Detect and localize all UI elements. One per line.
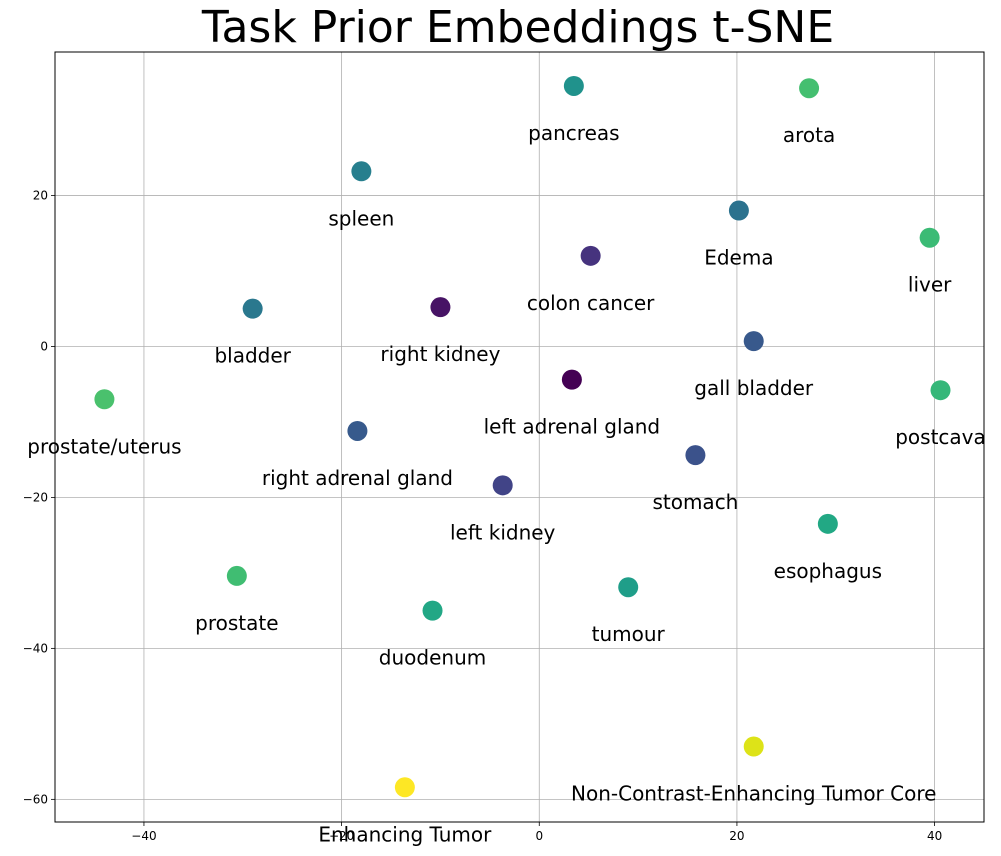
point-label: arota <box>783 123 835 147</box>
point-labels: pancreas arota spleen Edema liver colon cance… <box>27 121 986 846</box>
axes-frame <box>54 51 985 823</box>
point-label: spleen <box>328 206 394 230</box>
x-tick-label: −20 <box>329 829 354 843</box>
point-label: liver <box>908 273 952 297</box>
data-point <box>422 600 443 621</box>
data-point <box>580 245 601 266</box>
point-label: Enhancing Tumor <box>318 822 492 846</box>
grid-lines <box>55 52 984 822</box>
data-points <box>94 75 951 798</box>
point-label: stomach <box>652 490 738 514</box>
data-point <box>492 475 513 496</box>
axis-ticks: −40 −20 0 20 40 −60 −40 −20 0 20 <box>23 188 943 843</box>
point-label: right adrenal gland <box>262 466 453 490</box>
x-tick-label: 20 <box>729 829 744 843</box>
x-tick-label: 0 <box>535 829 543 843</box>
y-tick-label: 20 <box>33 188 48 202</box>
y-tick-label: −60 <box>23 792 48 806</box>
data-point <box>430 297 451 318</box>
point-label: tumour <box>592 622 666 646</box>
data-point <box>728 200 749 221</box>
point-label: pancreas <box>528 121 619 145</box>
point-label: left kidney <box>450 520 556 544</box>
data-point <box>351 161 372 182</box>
x-tick-label: 40 <box>927 829 942 843</box>
chart-title: Task Prior Embeddings t-SNE <box>201 2 835 53</box>
data-point <box>94 389 115 410</box>
point-label: right kidney <box>380 342 500 366</box>
data-point <box>226 565 247 586</box>
point-label: colon cancer <box>527 291 655 315</box>
data-point <box>930 380 951 401</box>
point-label: left adrenal gland <box>484 415 661 439</box>
point-label: prostate/uterus <box>27 434 181 458</box>
point-label: Non-Contrast-Enhancing Tumor Core <box>571 782 936 806</box>
x-tick-label: −40 <box>131 829 156 843</box>
data-point <box>563 75 584 96</box>
data-point <box>919 227 940 248</box>
data-point <box>561 369 582 390</box>
data-point <box>347 420 368 441</box>
y-tick-label: −20 <box>23 490 48 504</box>
data-point <box>743 331 764 352</box>
point-label: Edema <box>704 246 773 270</box>
point-label: duodenum <box>379 646 486 670</box>
data-point <box>394 777 415 798</box>
data-point <box>799 78 820 99</box>
data-point <box>242 298 263 319</box>
point-label: esophagus <box>774 559 882 583</box>
point-label: gall bladder <box>694 376 814 400</box>
y-tick-label: −40 <box>23 641 48 655</box>
y-tick-label: 0 <box>40 339 48 353</box>
data-point <box>743 736 764 757</box>
data-point <box>685 445 706 466</box>
data-point <box>618 577 639 598</box>
point-label: bladder <box>214 344 291 368</box>
point-label: prostate <box>195 611 278 635</box>
data-point <box>817 513 838 534</box>
point-label: postcava <box>895 425 986 449</box>
